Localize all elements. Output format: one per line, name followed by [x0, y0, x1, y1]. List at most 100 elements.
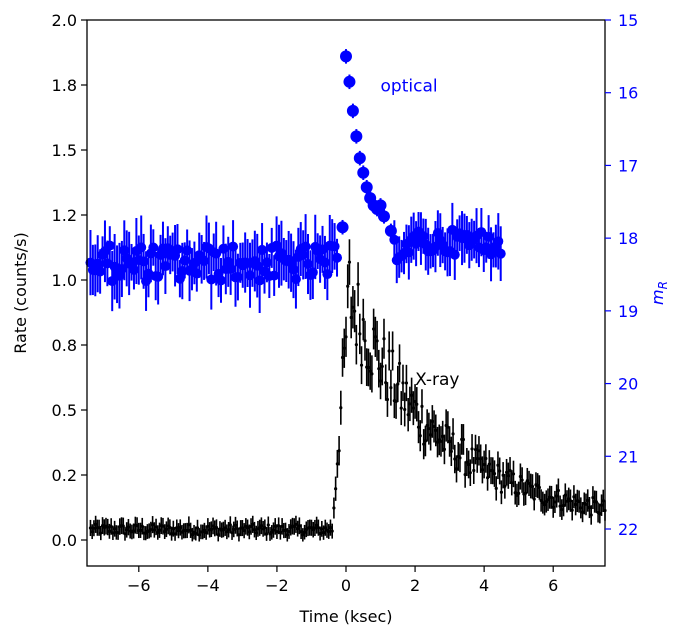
xray-point: [109, 524, 113, 529]
optical-point: [179, 255, 190, 266]
xray-point: [382, 337, 386, 341]
xray-point: [190, 533, 194, 537]
xray-point: [480, 468, 485, 472]
xray-point: [518, 474, 522, 479]
xray-point: [195, 526, 200, 530]
xray-point: [389, 386, 393, 390]
xray-point: [446, 425, 450, 429]
xray-point: [356, 282, 360, 286]
xray-point: [397, 361, 402, 365]
xray-point: [332, 506, 336, 510]
xray-point: [242, 529, 246, 533]
xray-point: [349, 315, 353, 320]
xray-point: [237, 533, 241, 537]
xray-point: [501, 473, 505, 477]
xray-point: [297, 524, 301, 528]
xray-point: [342, 346, 346, 350]
xray-point: [318, 531, 322, 536]
optical-point: [172, 244, 183, 255]
xray-point: [572, 495, 576, 499]
xray-point: [594, 500, 598, 504]
xray-point: [513, 491, 517, 495]
xray-point: [385, 397, 390, 402]
optical-point: [329, 241, 340, 252]
xray-point: [372, 327, 376, 331]
xray-point: [209, 527, 213, 531]
y-left-tick-label: 1.2: [52, 206, 77, 225]
xray-point: [411, 406, 415, 410]
xray-point: [235, 526, 239, 531]
xray-point: [173, 532, 177, 536]
y-left-tick-label: 0.5: [52, 401, 77, 420]
xray-point: [479, 457, 483, 461]
optical-point: [346, 104, 359, 117]
xray-point: [561, 503, 566, 508]
optical-point: [322, 269, 333, 280]
xray-point: [197, 533, 201, 537]
xray-point: [164, 527, 169, 531]
xray-point: [496, 463, 500, 467]
xray-point: [448, 439, 452, 444]
xray-point: [132, 529, 136, 533]
xray-point: [335, 462, 339, 466]
xray-point: [106, 525, 110, 529]
optical-point: [148, 242, 159, 253]
xray-point: [299, 530, 303, 534]
y-left-tick-label: 1.5: [52, 141, 77, 160]
xray-point: [472, 468, 476, 473]
xray-point: [432, 424, 436, 429]
xray-point: [468, 471, 472, 475]
xray-point: [387, 349, 391, 353]
xray-point: [430, 419, 434, 424]
optical-point: [483, 231, 494, 242]
optical-point: [232, 272, 243, 283]
xray-point: [427, 427, 431, 431]
xray-point: [435, 440, 440, 444]
xray-point: [555, 494, 559, 498]
xray-point: [577, 499, 581, 504]
xray-point: [520, 478, 524, 482]
xray-point: [504, 470, 509, 474]
optical-point: [300, 241, 311, 252]
xray-point: [546, 498, 550, 502]
xray-point: [161, 524, 165, 528]
xray-point: [565, 499, 569, 503]
y-axis-right-label-main: m: [648, 289, 667, 305]
xray-point: [568, 499, 573, 503]
xray-point: [506, 474, 510, 478]
xray-point: [470, 447, 474, 451]
xray-point: [206, 524, 210, 528]
xray-point: [344, 335, 348, 339]
xray-point: [482, 462, 486, 467]
xray-point: [296, 527, 300, 531]
annotation-xray: X-ray: [415, 370, 459, 390]
xray-point: [399, 406, 403, 410]
xray-point: [587, 505, 592, 510]
xray-point: [154, 525, 158, 529]
xray-point: [580, 510, 585, 514]
optical-point: [303, 259, 314, 270]
xray-point: [384, 380, 388, 385]
xray-point: [434, 428, 438, 432]
xray-point: [270, 530, 274, 534]
xray-point: [157, 528, 162, 532]
xray-point: [278, 530, 282, 535]
xray-point: [466, 462, 471, 467]
xray-point: [337, 449, 341, 453]
xray-point: [601, 499, 605, 503]
xray-point: [328, 526, 333, 530]
xray-point: [321, 531, 326, 535]
xray-point: [228, 523, 232, 527]
xray-point: [598, 511, 602, 516]
xray-point: [320, 527, 324, 531]
xray-point: [442, 447, 447, 452]
xray-point: [175, 525, 179, 530]
optical-point: [332, 252, 343, 263]
xray-point: [178, 525, 182, 530]
xray-point: [373, 335, 377, 339]
xray-point: [380, 364, 384, 369]
x-tick-label: 6: [548, 576, 558, 595]
optical-point: [336, 221, 349, 234]
optical-point: [288, 264, 299, 275]
y-right-tick-label: 20: [618, 375, 638, 394]
